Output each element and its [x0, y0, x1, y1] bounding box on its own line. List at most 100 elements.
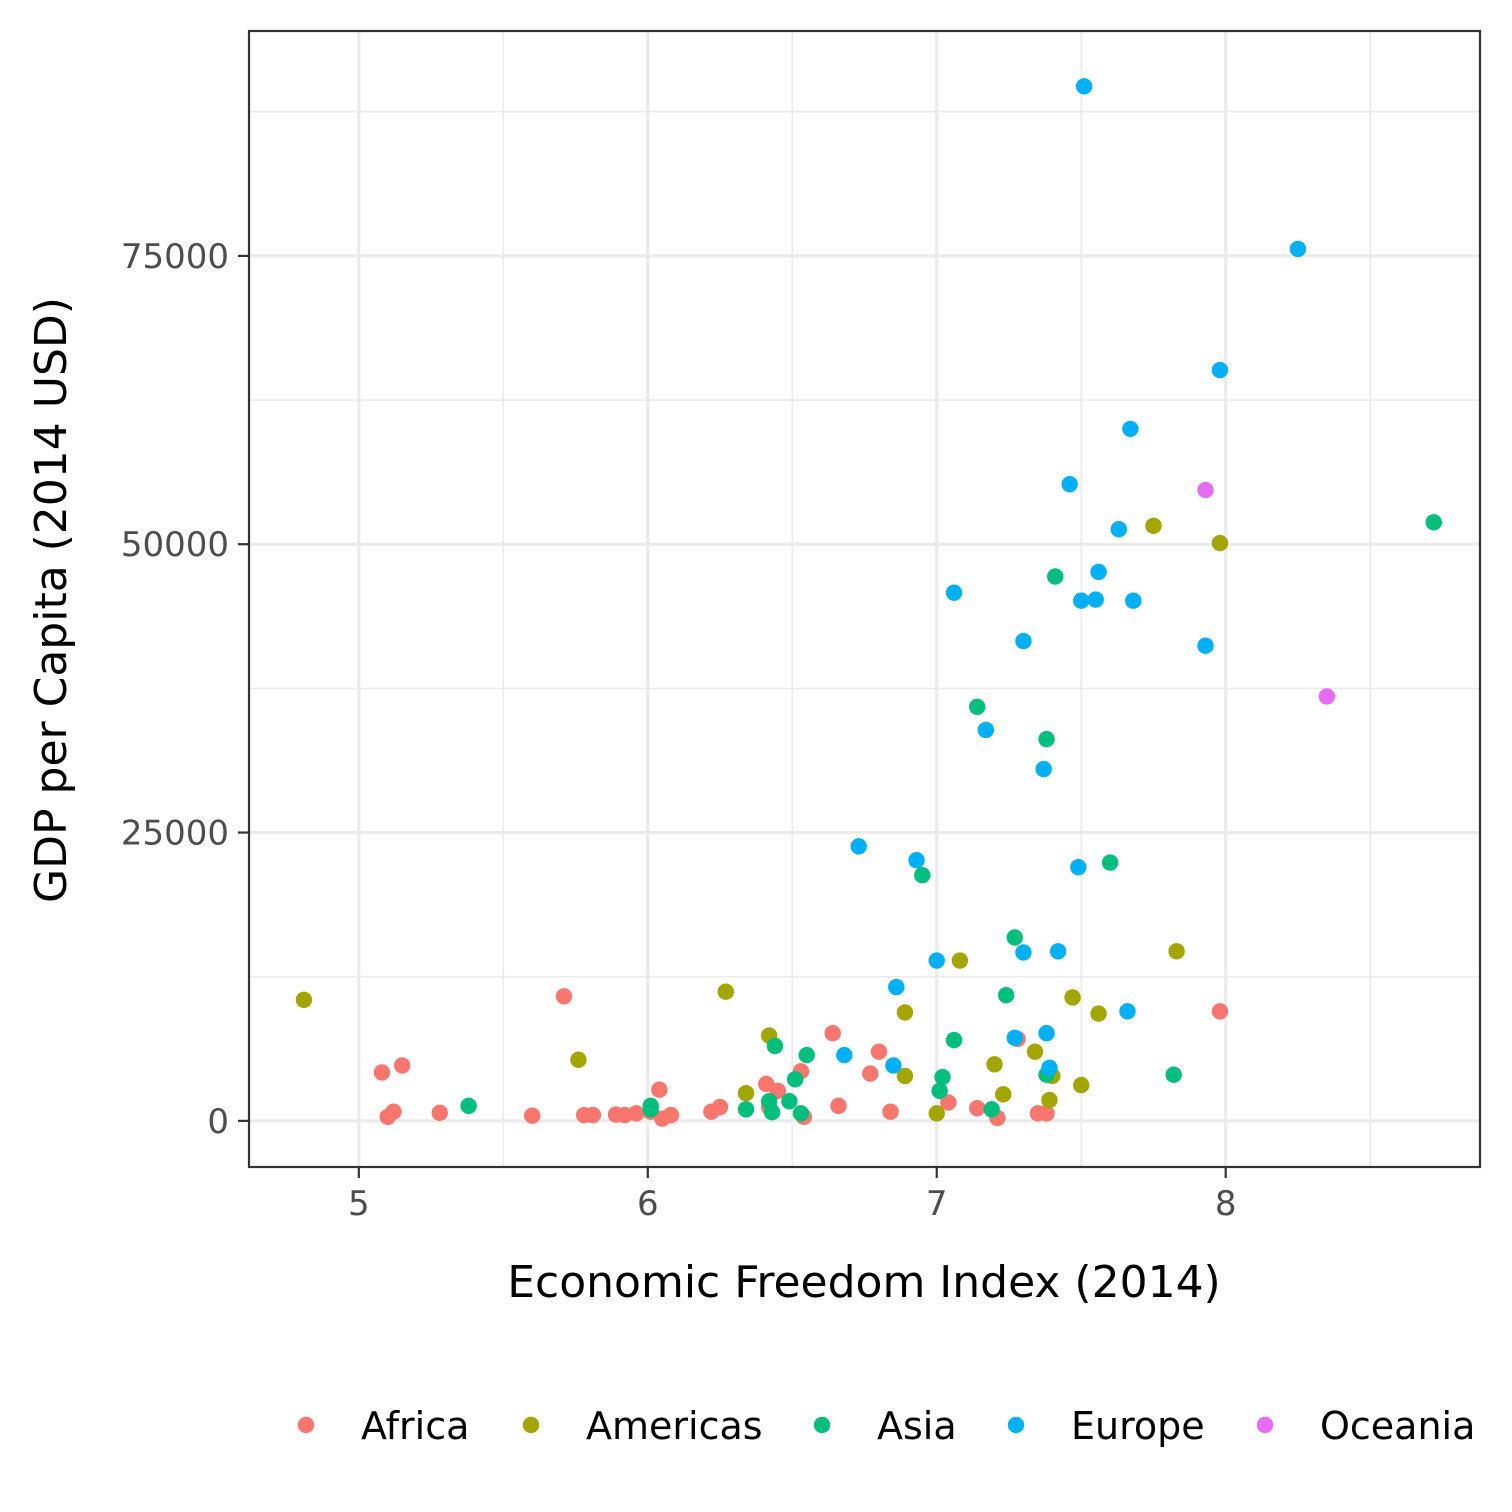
data-point: [385, 1103, 402, 1120]
data-point: [945, 1031, 963, 1049]
data-point: [1211, 1003, 1229, 1020]
data-point: [836, 1046, 853, 1064]
legend-key: [1007, 1416, 1025, 1434]
data-point: [1041, 1091, 1058, 1109]
data-point: [1090, 1005, 1107, 1022]
data-point: [781, 1093, 798, 1110]
x-axis-title: Economic Freedom Index (2014): [507, 1257, 1220, 1308]
plot-panel-background: [249, 31, 1480, 1167]
data-point: [1041, 1059, 1058, 1077]
data-point: [651, 1081, 668, 1098]
x-axis-ticks: 5 6 7 8: [348, 1167, 1237, 1224]
data-point: [786, 1071, 804, 1088]
data-point: [1070, 858, 1087, 876]
data-point: [931, 1082, 948, 1100]
data-point: [1211, 534, 1229, 552]
data-point: [986, 1056, 1003, 1073]
series-europe: [836, 78, 1307, 1077]
legend-item-oceania: Oceania: [1256, 1404, 1475, 1448]
data-point: [711, 1098, 729, 1116]
data-point: [908, 852, 925, 869]
data-point: [968, 698, 986, 716]
data-point: [1125, 592, 1142, 609]
data-point: [431, 1104, 448, 1121]
data-point: [1090, 563, 1107, 581]
data-point: [1318, 688, 1336, 705]
data-point: [1006, 1029, 1023, 1047]
data-point: [1049, 943, 1067, 960]
data-point: [977, 721, 995, 739]
data-point: [295, 991, 313, 1008]
legend-item-asia: Asia: [813, 1404, 957, 1448]
data-point: [1145, 517, 1162, 534]
data-point: [1073, 592, 1090, 609]
data-point: [1197, 481, 1214, 499]
data-point: [1015, 632, 1032, 650]
major-gridlines: [249, 31, 1480, 1167]
y-tick-label: 25000: [121, 814, 229, 854]
y-axis-title: GDP per Capita (2014 USD): [26, 297, 77, 903]
series-americas: [295, 517, 1229, 1122]
data-point: [763, 1104, 781, 1121]
data-point: [1035, 760, 1052, 778]
data-point: [940, 1094, 957, 1111]
data-point: [1110, 521, 1127, 538]
series-oceania: [1197, 481, 1336, 705]
data-point: [460, 1097, 477, 1115]
data-point: [1038, 1025, 1055, 1042]
data-point: [393, 1057, 411, 1074]
legend-key: [522, 1416, 540, 1434]
data-point: [373, 1064, 391, 1081]
data-point: [1006, 929, 1023, 946]
data-point: [628, 1105, 645, 1122]
data-point: [1026, 1043, 1044, 1060]
data-point: [885, 1057, 902, 1074]
data-point: [934, 1068, 951, 1086]
data-point: [662, 1106, 680, 1124]
data-point: [1101, 854, 1119, 871]
data-point: [862, 1065, 879, 1082]
data-point: [850, 838, 867, 855]
data-point: [737, 1084, 755, 1102]
data-point: [1073, 1076, 1090, 1094]
data-point: [995, 1086, 1012, 1103]
data-point: [896, 1004, 914, 1021]
data-point: [1211, 361, 1229, 379]
data-point: [737, 1101, 755, 1118]
legend-item-africa: Africa: [297, 1404, 469, 1448]
y-tick-label: 75000: [121, 237, 229, 277]
legend-item-americas: Americas: [522, 1404, 763, 1448]
legend-key: [297, 1416, 315, 1434]
data-point: [997, 986, 1015, 1004]
series-asia: [460, 514, 1442, 1122]
x-tick-label: 8: [1215, 1184, 1237, 1224]
data-point: [642, 1101, 659, 1118]
data-point: [928, 1105, 945, 1122]
data-point: [1119, 1003, 1136, 1020]
data-point: [830, 1097, 847, 1115]
legend-key: [1256, 1416, 1274, 1434]
data-point: [1168, 943, 1185, 960]
legend-label: Asia: [877, 1404, 957, 1448]
data-point: [555, 988, 573, 1005]
data-point: [1122, 420, 1139, 438]
data-point: [914, 867, 931, 884]
plot-panel-border: [247, 29, 1482, 1169]
data-point: [717, 983, 734, 1000]
data-point: [888, 978, 905, 996]
data-point: [882, 1103, 899, 1120]
minor-gridlines: [249, 31, 1480, 1167]
data-point: [951, 952, 969, 969]
data-point: [1038, 1105, 1055, 1122]
legend-label: Oceania: [1320, 1404, 1475, 1448]
data-points: [295, 78, 1442, 1127]
x-tick-label: 5: [348, 1184, 370, 1224]
legend-item-europe: Europe: [1007, 1404, 1205, 1448]
legend-label: Europe: [1071, 1404, 1205, 1448]
data-point: [928, 952, 945, 969]
data-point: [1064, 989, 1081, 1006]
data-point: [1289, 240, 1307, 258]
data-point: [798, 1046, 815, 1064]
